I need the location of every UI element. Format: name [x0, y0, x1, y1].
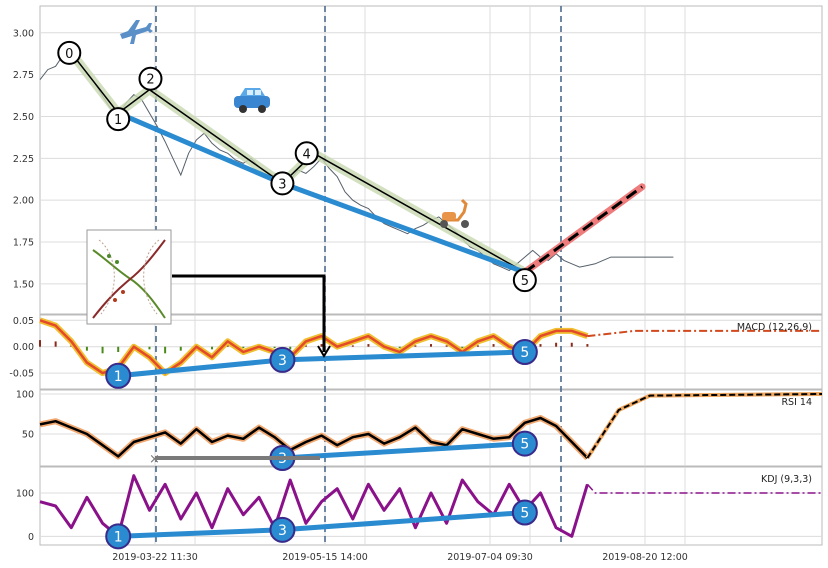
- legend-macd: MACD (12,26,9): [737, 322, 812, 333]
- wave-label: 3: [278, 177, 286, 192]
- ytick-price: 1.50: [13, 279, 34, 290]
- wave-circle: [138, 66, 163, 91]
- rsi-projection: [586, 393, 823, 459]
- legend-kdj: KDJ (9,3,3): [761, 474, 812, 485]
- wave-circle: [511, 499, 538, 526]
- wave-circle: [105, 362, 132, 389]
- price-series: [39, 48, 674, 272]
- wave-circle: [512, 268, 537, 293]
- ytick-price: 1.75: [13, 238, 34, 249]
- xtick-label: 2019-07-04 09:30: [447, 552, 533, 563]
- ytick-rsi: 100: [16, 390, 34, 401]
- legend-rsi: RSI 14: [781, 397, 812, 408]
- ytick-kdj: 100: [16, 489, 34, 500]
- kdj-projection: [586, 483, 822, 494]
- annotations-layer: ×: [86, 20, 469, 467]
- ytick-macd: 0.00: [13, 342, 34, 353]
- wave-circle: [269, 516, 296, 543]
- wave-circle: [57, 40, 82, 65]
- wave-circle: [106, 107, 131, 132]
- wave-label: 3: [278, 523, 287, 539]
- wave-label: 5: [521, 274, 529, 289]
- ytick-kdj: 0: [28, 532, 34, 543]
- airplane-icon: [120, 20, 153, 44]
- wave-label: 5: [520, 437, 529, 453]
- wave-label: 3: [278, 353, 287, 369]
- wave-line: [70, 52, 526, 273]
- panel-frame-kdj: [39, 466, 823, 546]
- panel-frame-macd: [39, 314, 823, 390]
- wave-label: 2: [146, 73, 154, 88]
- ytick-price: 2.00: [13, 196, 34, 207]
- kdj-line: [39, 474, 589, 538]
- wave-circle: [294, 141, 319, 166]
- wave-label: 1: [114, 369, 123, 385]
- xtick-label: 2019-03-22 11:30: [112, 552, 198, 563]
- rsi-trend: [282, 441, 525, 461]
- panel-frames: [39, 5, 823, 546]
- wave-label: 1: [114, 113, 122, 128]
- wave-label: 0: [65, 47, 73, 62]
- wave-label: 5: [520, 345, 529, 361]
- wave-circle: [511, 339, 538, 365]
- macd-line: [39, 319, 588, 375]
- panel-frame-rsi: [39, 389, 823, 467]
- wave-circle: [511, 430, 538, 457]
- ytick-price: 2.75: [13, 70, 34, 81]
- connector-arrow: [317, 345, 331, 358]
- rsi-x-marker: ×: [149, 452, 160, 467]
- scooter-icon: [440, 198, 469, 228]
- panel-frame-price: [39, 5, 823, 315]
- ytick-price: 2.50: [13, 112, 34, 123]
- xtick-label: 2019-05-15 14:00: [282, 552, 368, 563]
- xtick-label: 2019-08-20 12:00: [602, 552, 688, 563]
- wave-circle: [270, 171, 295, 196]
- series-layer: 01234513535135: [39, 40, 823, 550]
- projection-line: [523, 185, 643, 274]
- ytick-rsi: 50: [22, 430, 34, 441]
- ytick-price: 2.25: [13, 154, 34, 165]
- wave-label: 4: [303, 147, 311, 162]
- connector-line: [172, 274, 326, 352]
- wave-circle: [269, 346, 296, 373]
- rsi-line: [39, 416, 589, 459]
- ytick-price: 3.00: [13, 28, 34, 39]
- macd-projection: [587, 329, 822, 338]
- wave-label: 1: [114, 529, 123, 545]
- wave-circle: [105, 523, 132, 550]
- wave-label: 5: [520, 506, 529, 522]
- ytick-macd: 0.05: [13, 316, 34, 327]
- tick-labels: 3.00 2.75 2.50 2.25 2.00 1.75 1.50 0.05 0.00 -0.0…: [9, 28, 812, 563]
- car-icon: [234, 88, 270, 113]
- thumbnail-image: [86, 229, 172, 325]
- ytick-macd: -0.05: [9, 369, 34, 380]
